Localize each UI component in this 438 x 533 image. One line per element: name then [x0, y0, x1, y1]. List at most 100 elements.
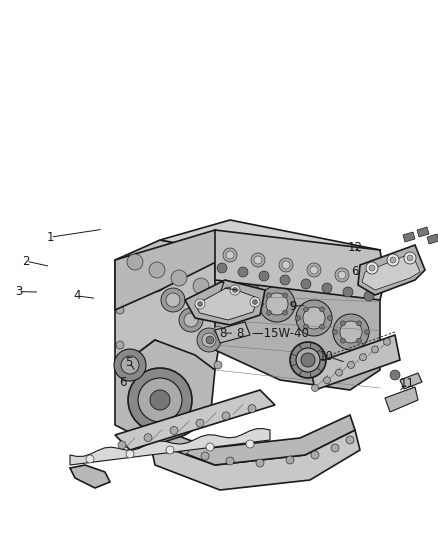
Circle shape [286, 456, 294, 464]
Circle shape [256, 459, 264, 467]
Text: 11: 11 [400, 377, 415, 390]
Text: 1: 1 [46, 231, 54, 244]
Circle shape [279, 258, 293, 272]
Circle shape [343, 287, 353, 297]
Circle shape [404, 252, 416, 264]
Circle shape [138, 378, 182, 422]
Circle shape [149, 262, 165, 278]
Polygon shape [385, 387, 418, 412]
Circle shape [179, 308, 203, 332]
Circle shape [161, 439, 169, 447]
Circle shape [301, 279, 311, 289]
Circle shape [296, 348, 320, 372]
Circle shape [296, 300, 332, 336]
Circle shape [181, 446, 189, 454]
Circle shape [311, 384, 318, 392]
Text: 8  —15W-40: 8 —15W-40 [237, 327, 308, 340]
Circle shape [238, 267, 248, 277]
Circle shape [118, 441, 126, 449]
Circle shape [371, 346, 378, 353]
Circle shape [333, 314, 369, 350]
Polygon shape [215, 250, 380, 390]
Circle shape [229, 279, 251, 301]
Circle shape [230, 285, 240, 295]
Circle shape [338, 271, 346, 279]
Circle shape [114, 349, 146, 381]
Circle shape [360, 354, 367, 361]
Polygon shape [403, 232, 415, 242]
Circle shape [184, 313, 198, 327]
Circle shape [217, 263, 227, 273]
Circle shape [197, 328, 221, 352]
Circle shape [357, 338, 361, 343]
Polygon shape [115, 340, 215, 445]
Text: 12: 12 [347, 241, 362, 254]
Circle shape [214, 326, 222, 334]
Circle shape [166, 446, 174, 454]
Circle shape [195, 299, 205, 309]
Text: 4: 4 [73, 289, 81, 302]
Circle shape [193, 278, 209, 294]
Circle shape [266, 293, 288, 315]
Circle shape [340, 321, 346, 326]
Circle shape [259, 286, 295, 322]
Circle shape [335, 268, 349, 282]
Text: 8: 8 [219, 327, 226, 340]
Circle shape [324, 377, 331, 384]
Circle shape [116, 271, 124, 279]
Circle shape [336, 369, 343, 376]
Circle shape [387, 254, 399, 266]
Circle shape [357, 321, 361, 326]
Circle shape [206, 443, 214, 451]
Circle shape [331, 444, 339, 452]
Circle shape [222, 272, 258, 308]
Text: 10: 10 [319, 350, 334, 362]
Circle shape [303, 307, 325, 329]
Circle shape [347, 361, 354, 368]
Text: 2: 2 [22, 255, 30, 268]
Polygon shape [195, 287, 258, 320]
Circle shape [322, 283, 332, 293]
Circle shape [226, 251, 234, 259]
Polygon shape [115, 230, 220, 310]
Text: 6: 6 [119, 376, 127, 389]
Polygon shape [310, 335, 400, 390]
Circle shape [254, 287, 258, 293]
Circle shape [363, 273, 377, 287]
Circle shape [171, 270, 187, 286]
Circle shape [214, 291, 222, 299]
Circle shape [202, 333, 216, 347]
Circle shape [390, 370, 400, 380]
Circle shape [307, 263, 321, 277]
Circle shape [86, 455, 94, 463]
Circle shape [250, 297, 260, 307]
Circle shape [223, 248, 237, 262]
Circle shape [290, 342, 326, 378]
Circle shape [143, 268, 167, 292]
Circle shape [340, 321, 362, 343]
Circle shape [116, 306, 124, 314]
Circle shape [214, 256, 222, 264]
Circle shape [364, 291, 374, 301]
Circle shape [196, 419, 204, 427]
Circle shape [301, 353, 315, 367]
Circle shape [366, 262, 378, 274]
Circle shape [246, 296, 251, 301]
Circle shape [390, 257, 396, 263]
Circle shape [319, 324, 325, 329]
Circle shape [116, 341, 124, 349]
Text: 3: 3 [15, 285, 22, 298]
Circle shape [290, 302, 296, 306]
Circle shape [319, 307, 325, 312]
Circle shape [144, 434, 152, 442]
Circle shape [266, 293, 272, 298]
Circle shape [248, 405, 256, 413]
Circle shape [304, 324, 308, 329]
Circle shape [150, 390, 170, 410]
Polygon shape [215, 322, 250, 343]
Text: 5: 5 [126, 356, 133, 369]
Circle shape [128, 368, 192, 432]
Circle shape [206, 336, 214, 344]
Circle shape [328, 316, 332, 320]
Polygon shape [417, 227, 429, 237]
